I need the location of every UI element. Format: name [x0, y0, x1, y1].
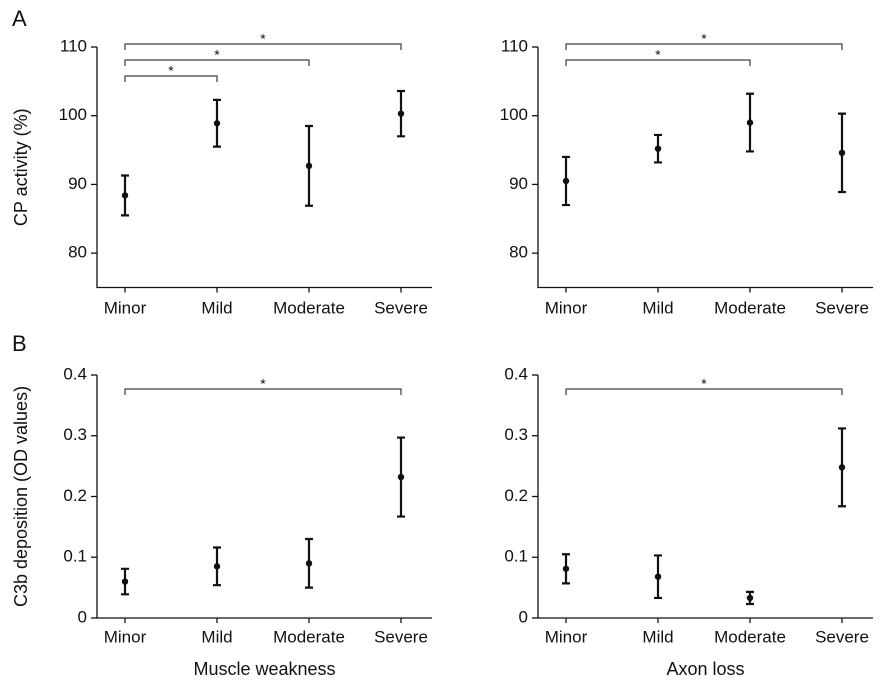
y-tick-label: 80 [509, 243, 528, 262]
y-tick-label: 0.3 [63, 425, 87, 444]
y-tick-label: 80 [68, 243, 87, 262]
point [305, 162, 313, 170]
significance-bracket [565, 59, 751, 66]
x-tick-label: Severe [815, 298, 869, 317]
x-axis-label: Muscle weakness [193, 659, 335, 679]
point [213, 120, 221, 127]
x-tick-label: Minor [104, 627, 147, 646]
x-tick-label: Mild [201, 627, 232, 646]
x-tick-label: Moderate [273, 627, 345, 646]
x-tick-label: Moderate [714, 298, 786, 317]
y-tick-label: 90 [68, 174, 87, 193]
x-tick-label: Minor [104, 298, 147, 317]
y-tick-label: 0 [78, 607, 87, 626]
significance-bracket [124, 388, 402, 395]
point [654, 573, 662, 580]
y-tick-label: 110 [501, 36, 528, 55]
point [121, 578, 129, 585]
significance-bracket [565, 43, 843, 50]
significance-label: * [214, 47, 220, 63]
point [838, 149, 846, 157]
y-tick-label: 0.2 [504, 486, 528, 505]
y-axis-label: C3b deposition (OD values) [11, 386, 31, 607]
y-tick-label: 0 [519, 607, 528, 626]
x-tick-label: Severe [374, 627, 428, 646]
x-tick-label: Mild [642, 627, 673, 646]
point [746, 594, 754, 602]
y-tick-label: 0.3 [504, 425, 528, 444]
significance-bracket [124, 59, 310, 66]
y-tick-label: 0.4 [504, 364, 528, 383]
significance-bracket [565, 388, 843, 395]
point [213, 563, 221, 570]
x-tick-label: Moderate [273, 298, 345, 317]
axes [537, 375, 873, 619]
point [746, 119, 754, 126]
x-tick-label: Mild [201, 298, 232, 317]
y-tick-label: 100 [500, 105, 528, 124]
y-tick-label: 0.2 [63, 486, 87, 505]
x-tick-label: Severe [374, 298, 428, 317]
y-tick-label: 0.1 [63, 547, 87, 566]
point [838, 464, 846, 471]
y-axis-label: CP activity (%) [11, 108, 31, 226]
point [562, 177, 570, 185]
point [305, 560, 313, 567]
point [397, 473, 405, 481]
y-tick-label: 0.4 [63, 364, 87, 383]
axes [96, 47, 432, 289]
point [562, 565, 570, 572]
y-tick-label: 0.1 [504, 547, 528, 566]
y-tick-label: 110 [60, 36, 87, 55]
point [654, 145, 662, 152]
x-tick-label: Minor [545, 627, 588, 646]
x-tick-label: Minor [545, 298, 588, 317]
axes [537, 47, 873, 289]
y-tick-label: 100 [59, 105, 87, 124]
panel-label: A [12, 6, 27, 31]
significance-label: * [168, 63, 174, 79]
significance-label: * [655, 47, 661, 63]
axes [96, 375, 432, 619]
significance-label: * [701, 31, 707, 47]
x-tick-label: Moderate [714, 627, 786, 646]
x-axis-label: Axon loss [666, 659, 744, 679]
significance-bracket [124, 75, 218, 82]
y-tick-label: 90 [509, 174, 528, 193]
significance-label: * [260, 31, 266, 47]
point [397, 110, 405, 117]
significance-label: * [701, 376, 707, 392]
x-tick-label: Mild [642, 298, 673, 317]
panel-label: B [12, 331, 27, 356]
x-tick-label: Severe [815, 627, 869, 646]
significance-bracket [124, 43, 402, 50]
significance-label: * [260, 376, 266, 392]
point [121, 192, 129, 199]
